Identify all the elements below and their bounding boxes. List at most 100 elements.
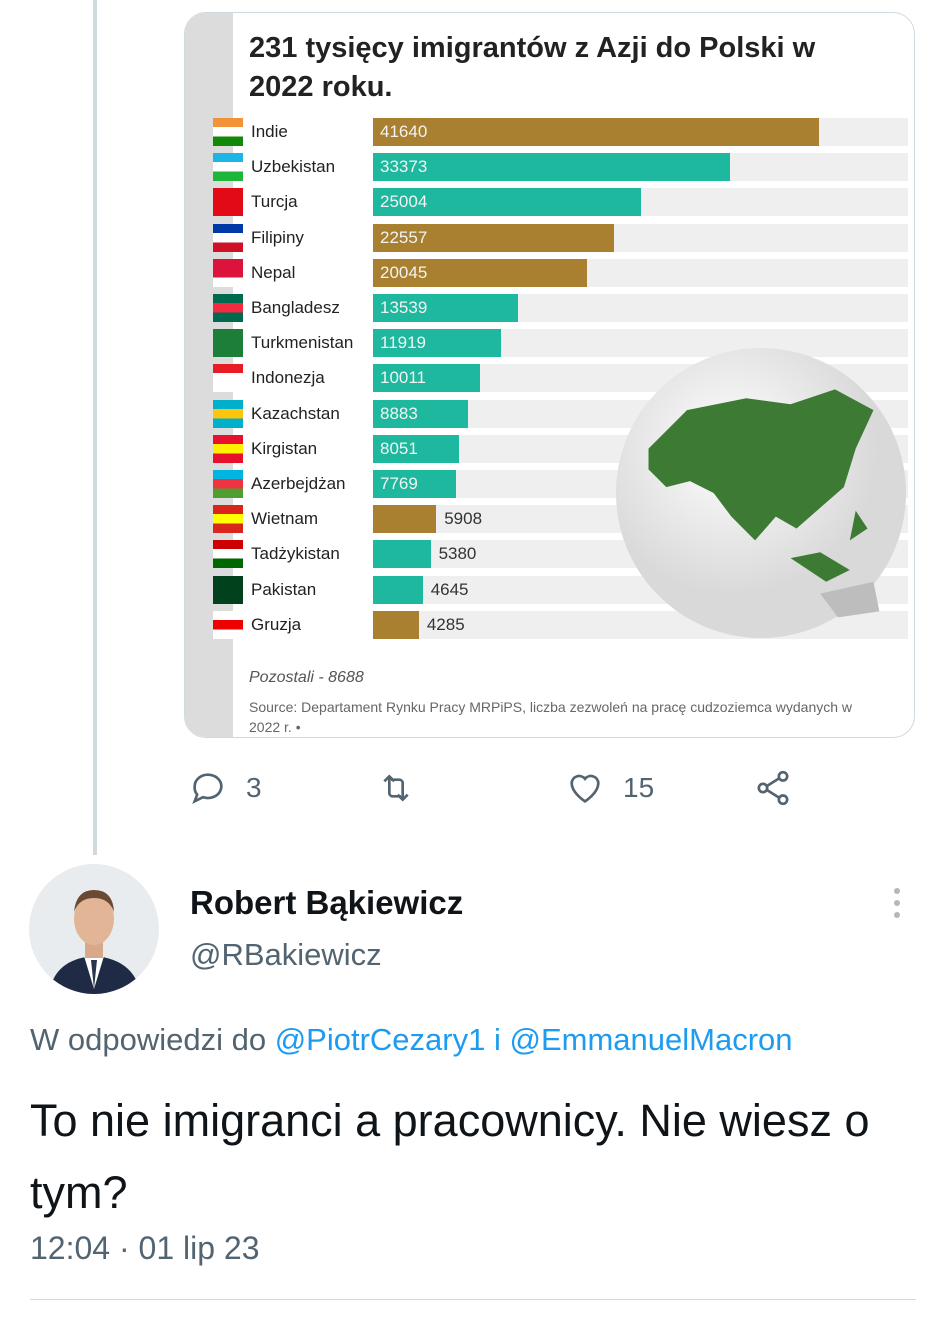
data-label: 10011 (380, 368, 427, 388)
bar (373, 470, 457, 498)
heart-icon (570, 774, 600, 803)
flag-icon (213, 575, 243, 604)
data-label: 25004 (380, 192, 428, 212)
chart-row: Uzbekistan 33373 (213, 153, 908, 182)
chart-title: 231 tysięcy imigrantów z Azji do Polski … (249, 32, 816, 103)
bar-track: 13539 (373, 294, 908, 322)
category-label: Bangladesz (251, 298, 340, 317)
bar (373, 329, 501, 358)
share-button[interactable] (753, 768, 793, 808)
chart-row: Indie 41640 (213, 118, 908, 146)
chart-image-card[interactable]: 231 tysięcy imigrantów z Azji do Polski … (184, 12, 915, 738)
flag-icon (213, 294, 243, 322)
data-label: 11919 (380, 333, 427, 353)
flag-icon (213, 153, 243, 182)
flag-icon (213, 540, 243, 569)
author-name[interactable]: Robert Bąkiewicz (190, 884, 464, 921)
flag-icon (213, 118, 243, 146)
flag-icon (213, 329, 243, 358)
bar (373, 118, 819, 146)
retweet-button[interactable] (376, 768, 434, 808)
category-label: Wietnam (251, 509, 319, 529)
reply-prefix: W odpowiedzi do (30, 1022, 267, 1057)
bar (373, 223, 615, 252)
mention-link[interactable]: @PiotrCezary1 (274, 1022, 486, 1057)
replying-to: W odpowiedzi do @PiotrCezary1 i @Emmanue… (30, 1022, 793, 1058)
data-label: 22557 (380, 227, 428, 247)
category-label: Turkmenistan (251, 333, 354, 353)
flag-icon (213, 610, 243, 639)
chart-source: Source: Departament Rynku Pracy MRPiPS, … (249, 699, 853, 735)
thread-line (93, 0, 97, 855)
reply-button[interactable]: 3 (188, 768, 262, 808)
chart-row: Turkmenistan 11919 (213, 329, 908, 358)
category-label: Filipiny (251, 227, 304, 247)
avatar-photo (49, 890, 141, 994)
chart-row: Bangladesz 13539 (213, 294, 908, 322)
avatar[interactable] (29, 864, 159, 994)
data-label: 41640 (380, 122, 428, 141)
retweet-icon (383, 774, 409, 802)
data-label: 13539 (380, 298, 428, 317)
chart-row: Nepal 20045 (213, 258, 908, 287)
bar (373, 610, 419, 639)
category-label: Indonezja (251, 368, 325, 388)
bar-track: 33373 (373, 153, 908, 182)
data-label: 4285 (426, 614, 465, 634)
category-label: Turcja (251, 192, 298, 212)
bar-track: 25004 (373, 188, 908, 217)
data-label: 8883 (380, 403, 418, 423)
bar (373, 434, 460, 463)
reply-icon (192, 773, 223, 805)
chart-row: Filipiny 22557 (213, 223, 908, 252)
bar (373, 258, 588, 287)
flag-icon (213, 258, 243, 287)
bar (373, 294, 518, 322)
bar (373, 153, 731, 182)
reply-count: 3 (246, 772, 262, 803)
category-label: Pakistan (251, 579, 317, 599)
chart-annotation: Pozostali - 8688 (249, 669, 364, 686)
category-label: Azerbejdżan (251, 474, 346, 493)
data-label: 8051 (380, 438, 418, 458)
tweet-timestamp[interactable]: 12:04 · 01 lip 23 (30, 1230, 260, 1266)
category-label: Uzbekistan (251, 157, 336, 177)
bar (373, 364, 481, 393)
mention-link[interactable]: @EmmanuelMacron (509, 1022, 793, 1057)
chart-row: Turcja 25004 (213, 188, 908, 217)
data-label: 7769 (380, 474, 418, 493)
data-label: 33373 (380, 157, 428, 177)
flag-icon (213, 188, 243, 217)
bar-track: 41640 (373, 118, 908, 146)
bar (373, 399, 469, 428)
bar (373, 575, 423, 604)
category-label: Tadżykistan (251, 544, 340, 564)
tweet-text: To nie imigranci a pracownicy. Nie wiesz… (30, 1095, 870, 1218)
category-label: Gruzja (251, 614, 302, 634)
category-label: Kazachstan (251, 403, 340, 423)
bar-track: 22557 (373, 223, 908, 252)
like-button[interactable]: 15 (565, 768, 654, 808)
category-label: Kirgistan (251, 438, 318, 458)
share-icon (757, 770, 789, 806)
flag-icon (213, 505, 243, 534)
data-label: 20045 (380, 262, 428, 282)
flag-icon (213, 399, 243, 428)
data-label: 5908 (444, 509, 483, 529)
more-options-icon[interactable] (885, 885, 909, 921)
data-label: 4645 (430, 579, 469, 599)
mention-conjunction: i (493, 1022, 501, 1057)
bar (373, 505, 437, 534)
like-count: 15 (623, 772, 655, 803)
bar (373, 188, 641, 217)
flag-icon (213, 223, 243, 252)
author-handle[interactable]: @RBakiewicz (190, 937, 382, 972)
divider (30, 1299, 916, 1300)
flag-icon (213, 470, 243, 498)
category-label: Nepal (251, 262, 296, 282)
category-label: Indie (251, 122, 288, 141)
flag-icon (213, 434, 243, 463)
bar-track: 20045 (373, 258, 908, 287)
bar-track: 11919 (373, 329, 908, 358)
data-label: 5380 (438, 544, 477, 564)
